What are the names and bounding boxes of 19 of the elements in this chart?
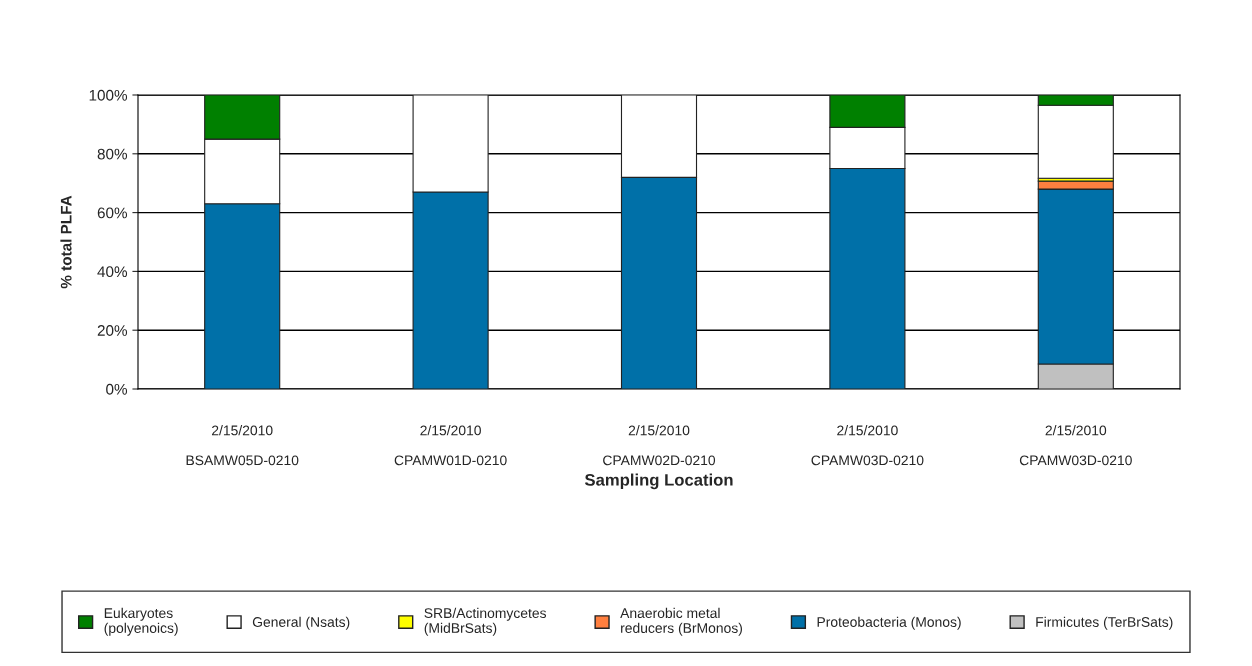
legend-label: SRB/Actinomycetes (MidBrSats): [424, 607, 547, 636]
legend-label: Anaerobic metal reducers (BrMonos): [620, 607, 742, 636]
y-tick-label: 40%: [97, 266, 128, 278]
category-label: 2/15/2010 BSAMW05D-0210: [186, 425, 299, 466]
y-tick-label: 80%: [97, 148, 128, 160]
legend-label: General (Nsats): [252, 616, 350, 630]
y-tick-label: 0%: [106, 383, 128, 395]
category-label: 2/15/2010 CPAMW03D-0210: [1019, 425, 1132, 466]
y-axis-title: % total PLFA: [60, 195, 72, 289]
category-label: 2/15/2010 CPAMW03D-0210: [811, 425, 924, 466]
category-label: 2/15/2010 CPAMW02D-0210: [603, 425, 716, 466]
legend-label: Firmicutes (TerBrSats): [1036, 616, 1173, 630]
category-label: 2/15/2010 CPAMW01D-0210: [394, 425, 507, 466]
x-axis-title: Sampling Location: [584, 473, 733, 490]
legend-label: Eukaryotes (polyenoics): [104, 607, 178, 636]
y-tick-label: 20%: [97, 325, 128, 336]
y-tick-label: 100%: [89, 89, 128, 101]
legend-label: Proteobacteria (Monos): [817, 616, 961, 630]
y-tick-label: 60%: [97, 207, 128, 219]
